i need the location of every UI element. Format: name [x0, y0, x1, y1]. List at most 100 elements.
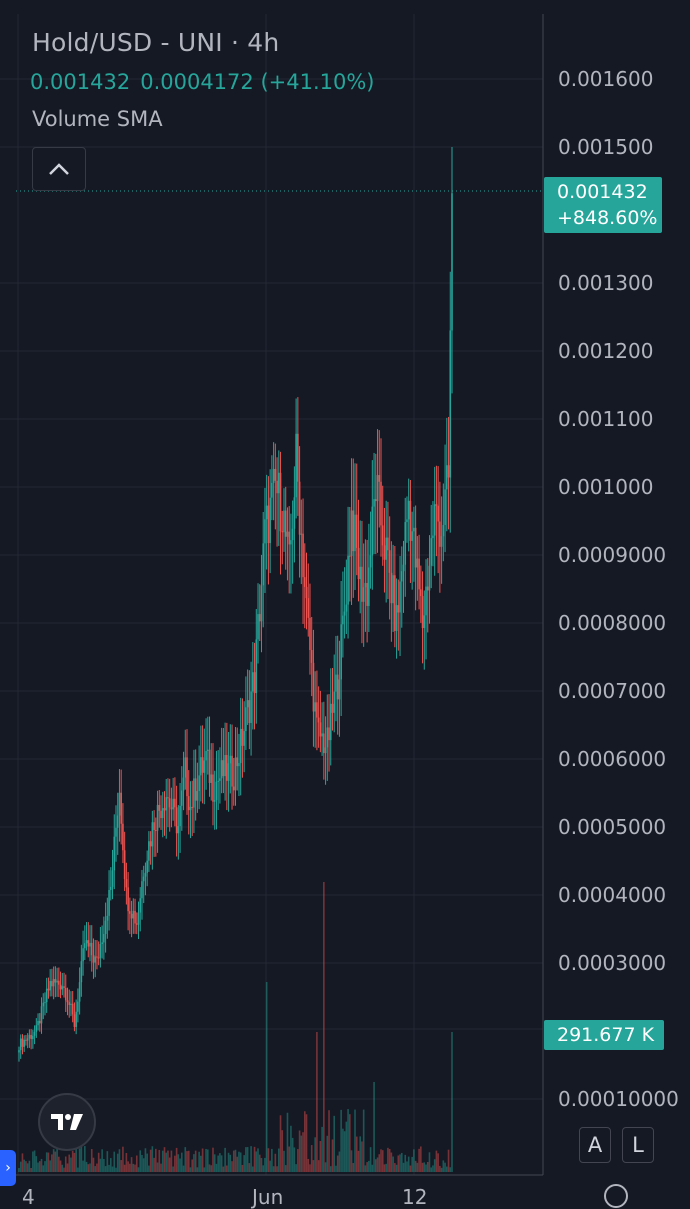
volume-bar — [400, 1152, 403, 1172]
candle-body — [359, 566, 362, 580]
candle — [51, 968, 53, 997]
candle-body — [101, 942, 103, 945]
candle — [196, 762, 199, 813]
volume-bar — [73, 1152, 76, 1172]
volume-bar — [71, 1150, 74, 1172]
volume-bar — [397, 1155, 400, 1172]
candle-body — [387, 537, 389, 551]
candle-body — [224, 755, 226, 777]
collapse-legend-button[interactable] — [32, 147, 86, 191]
gear-icon[interactable] — [604, 1184, 628, 1208]
candle-body — [47, 988, 50, 991]
candle-body — [295, 433, 297, 498]
volume-bar — [390, 1152, 393, 1172]
volume-bar — [47, 1152, 50, 1172]
candle-body — [49, 981, 51, 991]
volume-bar — [350, 1150, 353, 1172]
candle — [324, 716, 327, 785]
volume-bar — [75, 1147, 77, 1172]
candle — [253, 642, 256, 730]
candle-body — [302, 533, 304, 578]
volume-bar — [196, 1167, 199, 1172]
candle-body — [423, 615, 426, 629]
candle-body — [73, 1014, 76, 1027]
candle-body — [167, 797, 169, 799]
candle — [122, 803, 124, 864]
candle — [444, 444, 446, 553]
candle-body — [68, 1002, 71, 1005]
candle — [374, 453, 377, 555]
candle — [189, 781, 192, 839]
volume-bar — [371, 1164, 374, 1172]
candle-body — [155, 830, 157, 832]
candle-body — [439, 521, 441, 547]
candle — [257, 583, 259, 664]
volume-bar — [271, 1148, 273, 1172]
candle — [111, 849, 114, 900]
candle — [170, 787, 173, 828]
candle — [177, 805, 180, 860]
tradingview-logo-icon[interactable] — [38, 1093, 96, 1151]
candle — [376, 429, 379, 553]
candle — [103, 916, 105, 960]
price-axis-label: 0.001100 — [558, 407, 654, 431]
candle-body — [196, 791, 199, 801]
candle-body — [357, 547, 360, 580]
candle — [350, 458, 353, 605]
candle — [219, 747, 221, 804]
candle — [316, 670, 318, 751]
candle — [49, 969, 51, 997]
candle-body — [63, 986, 65, 989]
candle — [238, 733, 240, 797]
candle — [258, 584, 261, 641]
log-scale-button[interactable]: L — [622, 1127, 654, 1163]
auto-scale-button[interactable]: A — [579, 1127, 611, 1163]
candle — [274, 443, 277, 530]
candle — [82, 930, 84, 976]
candle-body — [246, 700, 249, 708]
candle-body — [213, 800, 216, 802]
candle-body — [135, 923, 138, 925]
volume-bar — [118, 1149, 121, 1172]
candle — [291, 500, 294, 584]
volume-bar — [23, 1159, 25, 1172]
volume-bar — [158, 1149, 161, 1172]
candle-body — [354, 514, 356, 552]
volume-bar — [409, 1165, 412, 1172]
volume-bar — [170, 1150, 173, 1172]
volume-bar — [338, 1151, 341, 1172]
candle — [335, 635, 337, 722]
volume-bar — [44, 1161, 46, 1172]
volume-bar — [279, 1115, 282, 1172]
candle-body — [239, 728, 242, 764]
indicator-label[interactable]: Volume SMA — [32, 107, 163, 131]
candle — [281, 510, 284, 565]
volume-bar — [58, 1156, 60, 1172]
candle-body — [376, 475, 379, 502]
candle — [201, 725, 204, 804]
volume-bar — [258, 1154, 261, 1172]
chevron-right-icon[interactable]: › — [0, 1150, 16, 1186]
volume-bar — [302, 1132, 304, 1172]
candle — [279, 451, 282, 575]
candle — [432, 501, 434, 567]
candle-body — [435, 504, 438, 506]
candle-body — [187, 796, 190, 811]
volume-bar — [26, 1163, 29, 1172]
volume-bar — [395, 1164, 398, 1172]
candle — [283, 488, 285, 552]
candle — [402, 540, 405, 613]
candle — [56, 967, 58, 997]
volume-bar — [63, 1167, 65, 1172]
candle — [449, 271, 452, 533]
candle — [18, 1046, 20, 1062]
candle — [68, 989, 71, 1018]
volume-bar — [236, 1156, 239, 1172]
price-summary: 0.001432 0.0004172 (+41.10%) — [30, 70, 385, 94]
candle-body — [40, 1006, 43, 1024]
candle — [349, 506, 351, 602]
candle — [267, 476, 270, 585]
volume-bar — [191, 1159, 193, 1172]
candle-body — [258, 614, 261, 622]
